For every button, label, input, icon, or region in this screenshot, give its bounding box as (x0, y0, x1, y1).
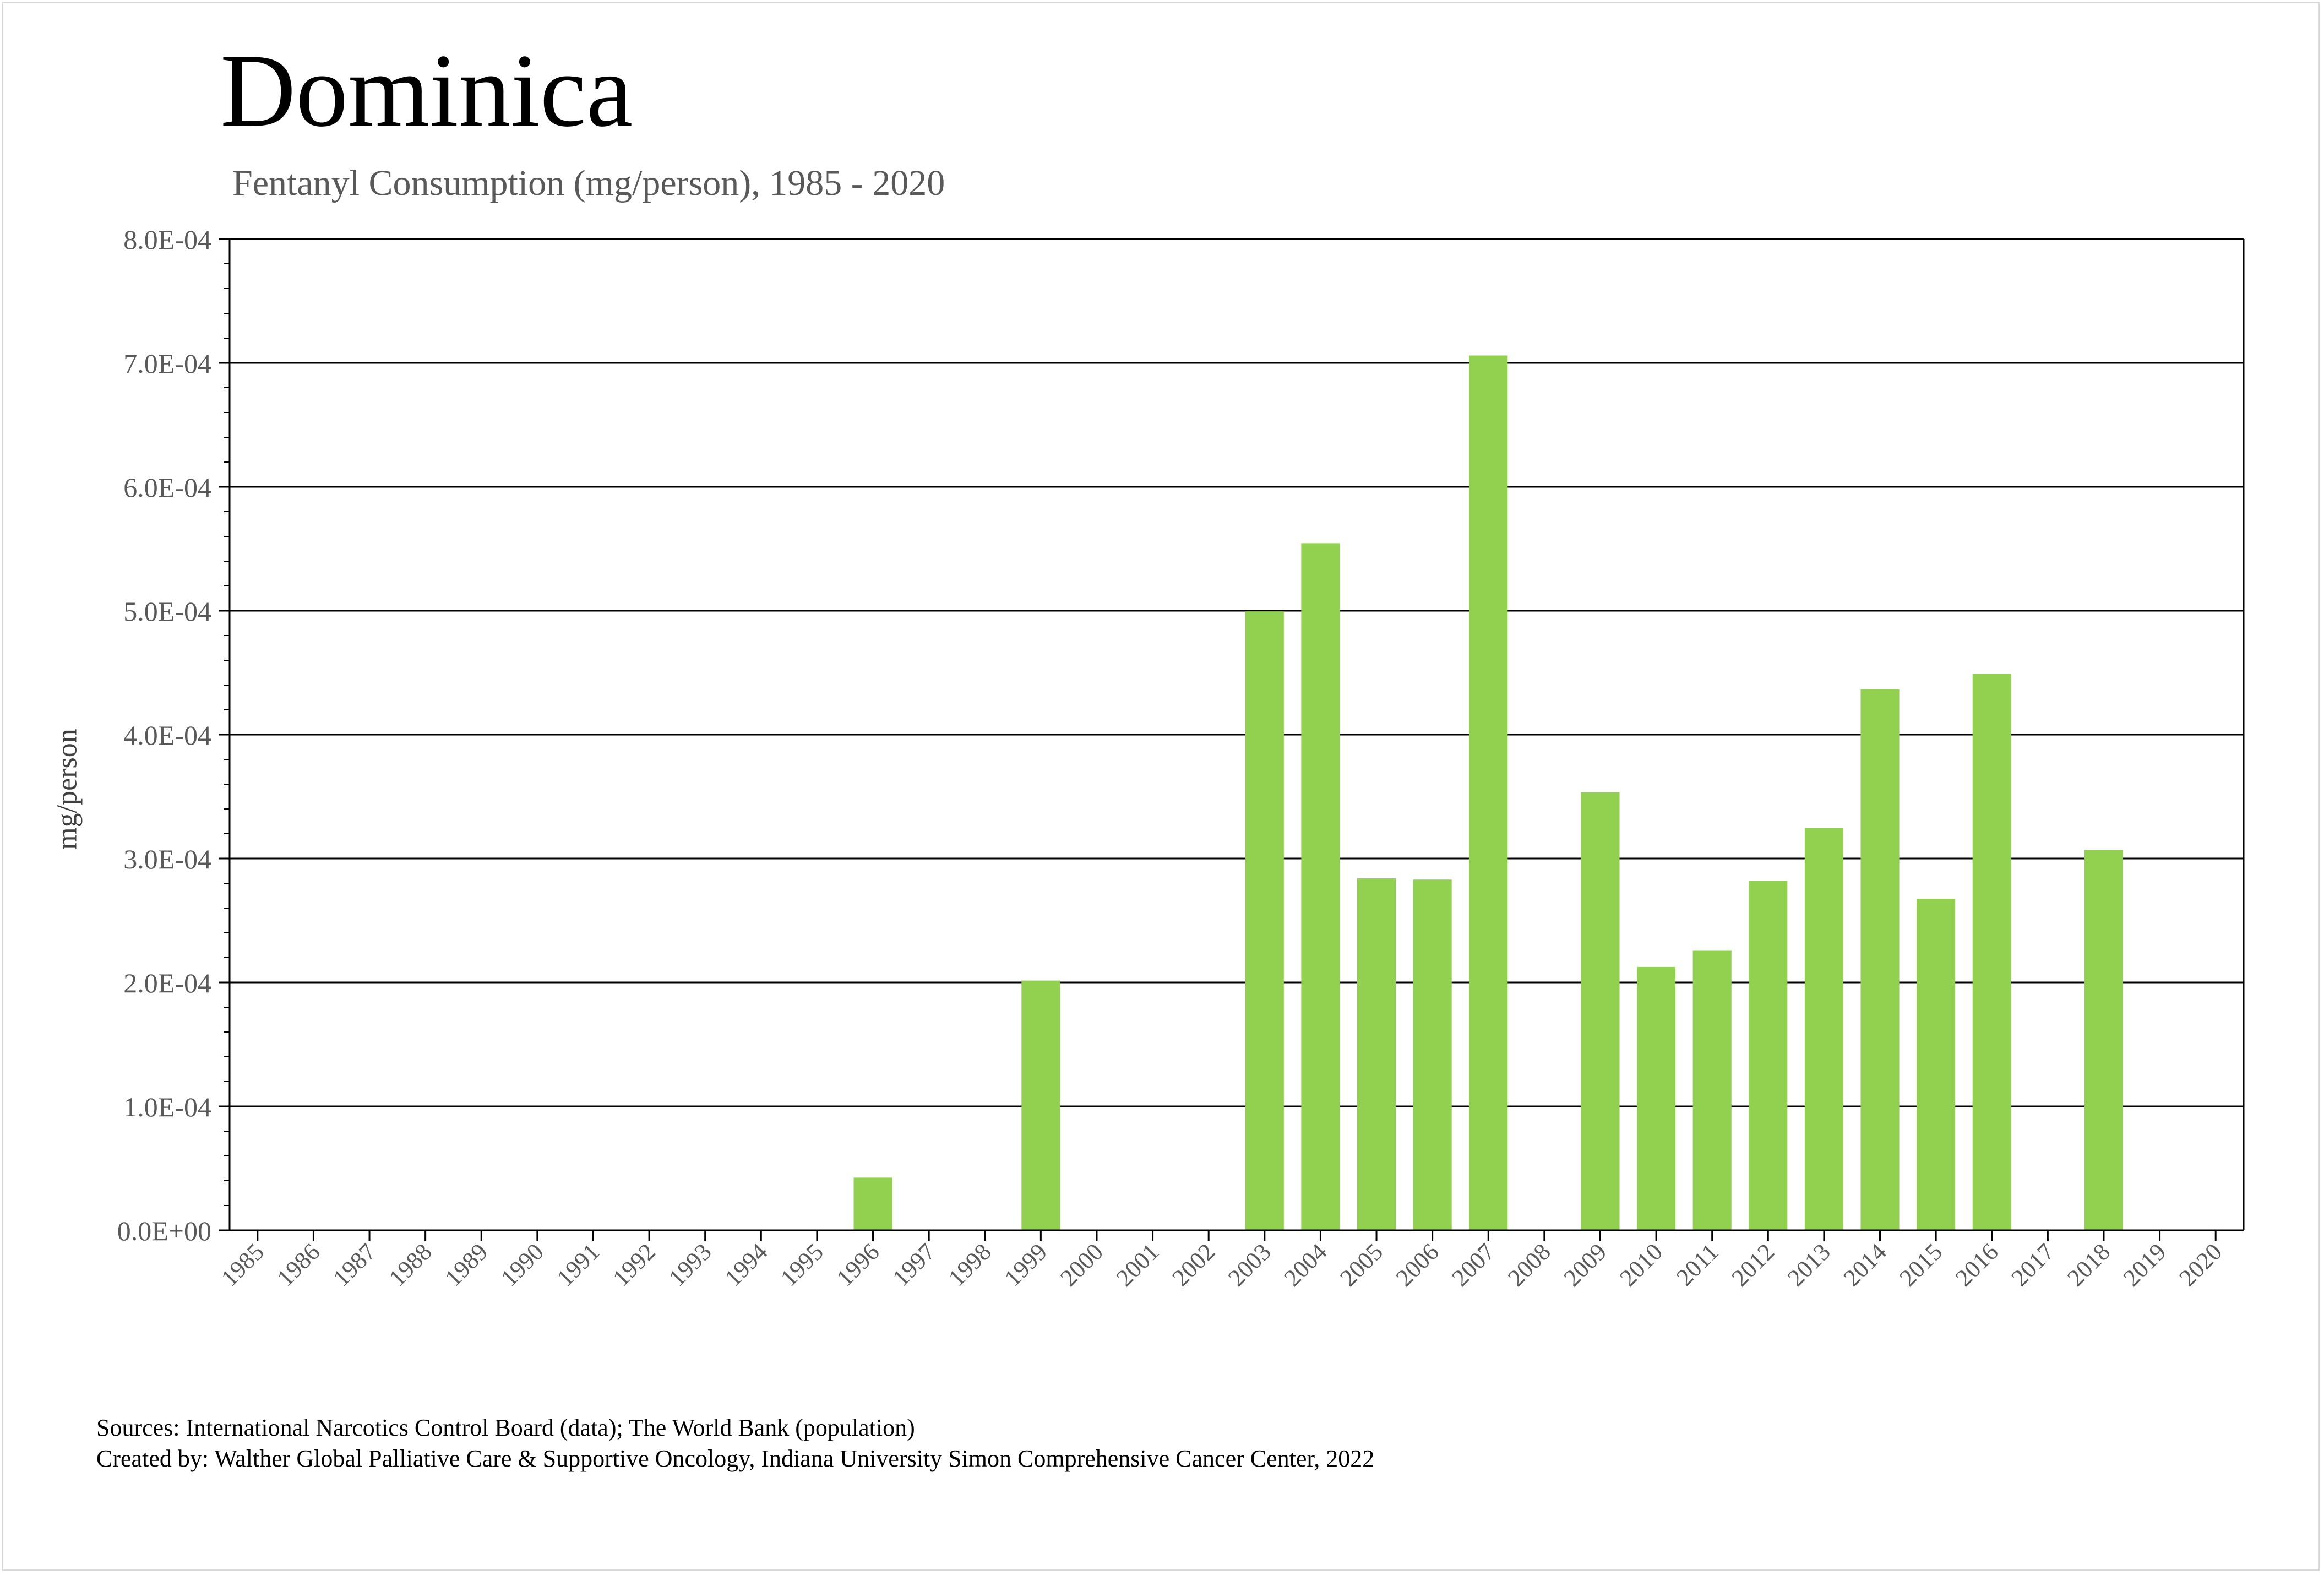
bar-2010 (1637, 966, 1676, 1230)
x-tick-label: 2001 (1111, 1238, 1164, 1291)
x-tick-label: 2009 (1559, 1238, 1612, 1291)
bar-2009 (1581, 792, 1620, 1230)
y-tick-label: 2.0E-04 (123, 968, 211, 998)
x-tick-label: 1997 (887, 1238, 940, 1291)
sources-note: Sources: International Narcotics Control… (96, 1413, 1374, 1475)
bar-2014 (1860, 689, 1900, 1230)
bar-2007 (1469, 355, 1508, 1230)
x-tick-label: 2017 (2006, 1238, 2060, 1291)
bar-2011 (1692, 950, 1732, 1230)
bar-2015 (1917, 899, 1956, 1230)
x-tick-label: 2020 (2174, 1238, 2227, 1291)
x-tick-label: 2014 (1838, 1238, 1892, 1291)
x-tick-label: 2008 (1503, 1238, 1556, 1291)
bar-1999 (1021, 980, 1060, 1230)
y-tick-label: 5.0E-04 (123, 596, 211, 627)
x-tick-label: 2000 (1055, 1238, 1108, 1291)
x-tick-label: 1987 (328, 1238, 381, 1291)
x-tick-label: 1985 (216, 1238, 269, 1291)
bar-2006 (1413, 879, 1452, 1230)
x-tick-label: 1996 (831, 1238, 885, 1291)
chart-subtitle: Fentanyl Consumption (mg/person), 1985 -… (232, 163, 945, 203)
y-tick-label: 3.0E-04 (123, 844, 211, 875)
chart-title: Dominica (220, 33, 633, 149)
x-tick-label: 1993 (663, 1238, 717, 1291)
bar-2013 (1804, 828, 1843, 1230)
x-tick-label: 2013 (1782, 1238, 1836, 1291)
created-by-line: Created by: Walther Global Palliative Ca… (96, 1445, 1375, 1473)
x-tick-label: 2007 (1446, 1238, 1500, 1291)
y-tick-label: 6.0E-04 (123, 472, 211, 503)
x-tick-label: 2010 (1614, 1238, 1668, 1291)
x-tick-label: 2011 (1671, 1238, 1724, 1291)
x-tick-label: 1998 (943, 1238, 997, 1291)
bar-2018 (2084, 850, 2124, 1230)
y-tick-label: 1.0E-04 (123, 1091, 211, 1122)
y-tick-label: 0.0E+00 (117, 1215, 211, 1246)
x-tick-label: 2005 (1335, 1238, 1388, 1291)
x-tick-label: 2019 (2118, 1238, 2171, 1291)
x-tick-label: 2012 (1727, 1238, 1780, 1291)
x-tick-label: 2006 (1391, 1238, 1444, 1291)
x-tick-label: 1995 (775, 1238, 829, 1291)
x-tick-label: 2016 (1950, 1238, 2004, 1291)
x-tick-label: 2003 (1223, 1238, 1276, 1291)
x-tick-label: 1991 (552, 1238, 605, 1291)
x-tick-label: 1986 (272, 1238, 325, 1291)
x-tick-label: 1989 (439, 1238, 493, 1291)
x-tick-label: 1994 (720, 1238, 773, 1291)
y-tick-label: 4.0E-04 (123, 720, 211, 751)
x-tick-label: 2004 (1279, 1238, 1332, 1291)
y-tick-label: 8.0E-04 (123, 224, 211, 255)
bar-2012 (1749, 881, 1788, 1230)
x-tick-label: 2018 (2062, 1238, 2115, 1291)
bar-2016 (1972, 674, 2011, 1230)
x-tick-label: 1999 (999, 1238, 1053, 1291)
sources-line: Sources: International Narcotics Control… (96, 1414, 915, 1441)
y-tick-label: 7.0E-04 (123, 348, 211, 379)
bar-1996 (853, 1177, 892, 1230)
bar-2005 (1357, 878, 1396, 1230)
bar-2004 (1301, 543, 1340, 1230)
x-tick-label: 1988 (384, 1238, 437, 1291)
x-tick-label: 1992 (607, 1238, 661, 1291)
x-tick-label: 2015 (1894, 1238, 1947, 1291)
x-tick-label: 1990 (496, 1238, 549, 1291)
bar-2003 (1245, 611, 1284, 1230)
x-tick-label: 2002 (1167, 1238, 1220, 1291)
